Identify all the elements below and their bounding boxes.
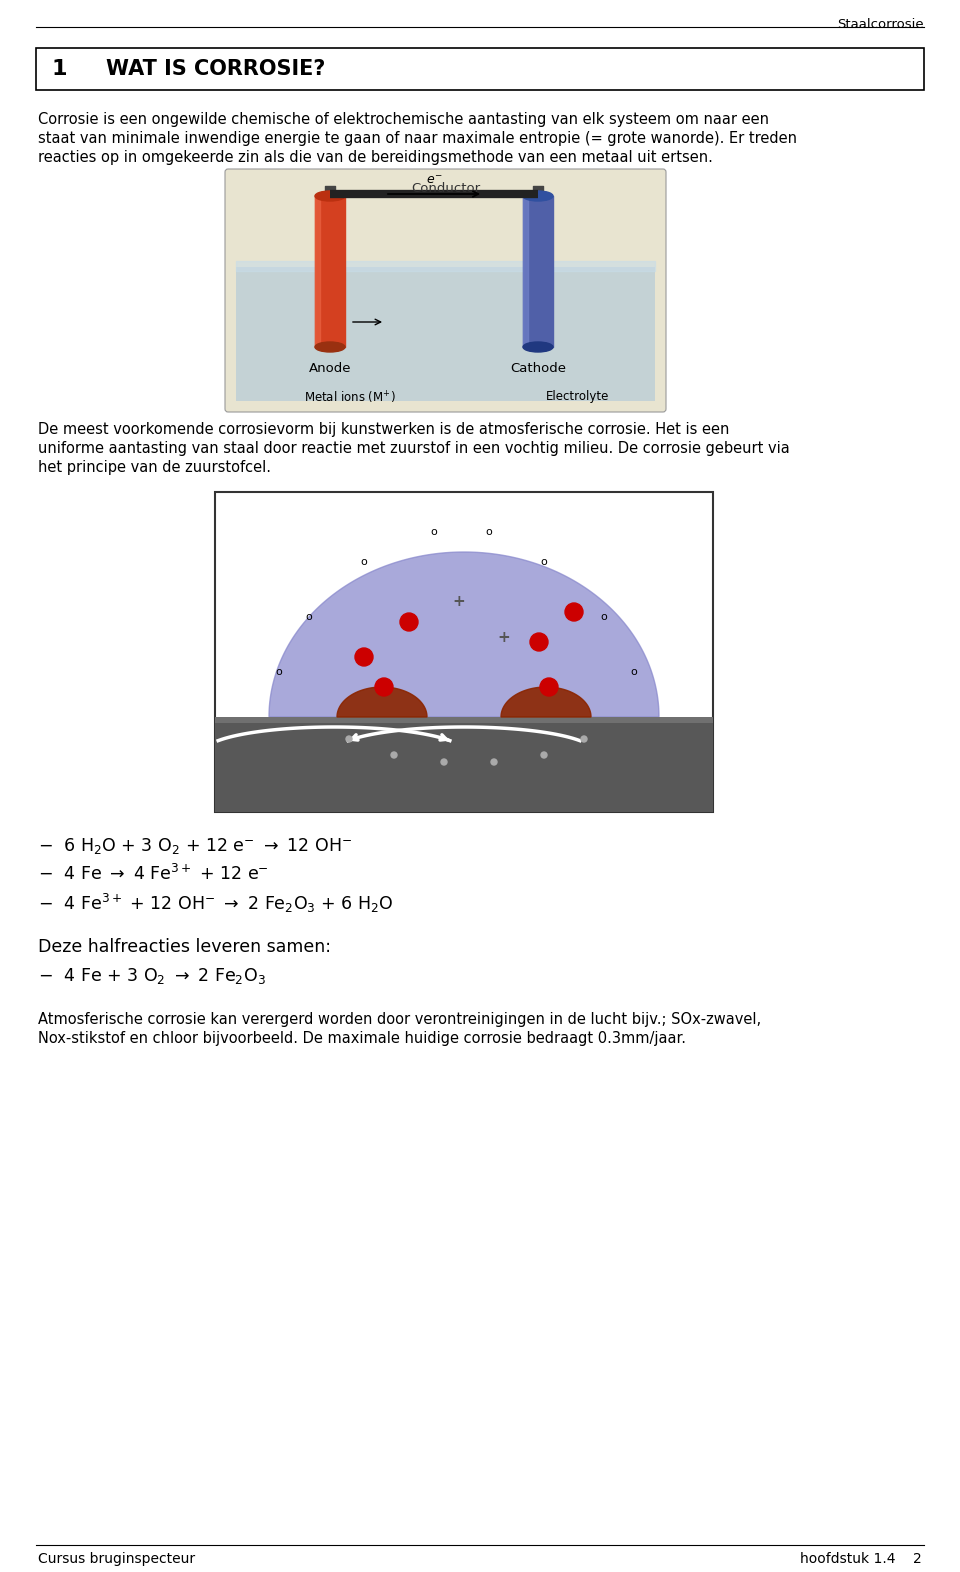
- Bar: [236, 267, 655, 401]
- Circle shape: [355, 648, 373, 667]
- Text: $-$  4 Fe + 3 O$_2$ $\rightarrow$ 2 Fe$_2$O$_3$: $-$ 4 Fe + 3 O$_2$ $\rightarrow$ 2 Fe$_2…: [38, 967, 266, 986]
- Text: +: +: [452, 594, 466, 610]
- Text: Electrolyte: Electrolyte: [546, 390, 610, 402]
- Text: o: o: [540, 556, 547, 567]
- Text: Staalcorrosie: Staalcorrosie: [837, 17, 924, 31]
- Text: Atmosferische corrosie kan verergerd worden door verontreinigingen in de lucht b: Atmosferische corrosie kan verergerd wor…: [38, 1012, 761, 1027]
- Text: Metal ions (M$^{+}$): Metal ions (M$^{+}$): [304, 390, 396, 406]
- Text: $-$  6 H$_2$O + 3 O$_2$ + 12 e$^{-}$ $\rightarrow$ 12 OH$^{-}$: $-$ 6 H$_2$O + 3 O$_2$ + 12 e$^{-}$ $\ri…: [38, 836, 352, 857]
- Circle shape: [491, 759, 497, 766]
- Ellipse shape: [315, 343, 345, 352]
- Circle shape: [540, 678, 558, 696]
- Bar: [215, 717, 713, 813]
- Text: $e^{-}$: $e^{-}$: [425, 174, 443, 187]
- Circle shape: [581, 736, 587, 742]
- Bar: [36, 49, 924, 90]
- Text: WAT IS CORROSIE?: WAT IS CORROSIE?: [106, 60, 325, 79]
- Ellipse shape: [315, 192, 345, 201]
- Text: +: +: [497, 629, 511, 645]
- Circle shape: [391, 751, 397, 758]
- Text: o: o: [631, 667, 637, 678]
- Text: $-$  4 Fe $\rightarrow$ 4 Fe$^{3+}$ + 12 e$^{-}$: $-$ 4 Fe $\rightarrow$ 4 Fe$^{3+}$ + 12 …: [38, 865, 269, 883]
- Text: 1: 1: [52, 60, 67, 79]
- Circle shape: [541, 751, 547, 758]
- Text: Anode: Anode: [309, 362, 351, 376]
- Text: o: o: [361, 556, 368, 567]
- Text: o: o: [276, 667, 282, 678]
- Circle shape: [400, 613, 418, 630]
- Text: o: o: [601, 612, 608, 623]
- Text: o: o: [431, 527, 438, 538]
- Polygon shape: [337, 687, 427, 717]
- Bar: [215, 717, 713, 723]
- Text: uniforme aantasting van staal door reactie met zuurstof in een vochtig milieu. D: uniforme aantasting van staal door react…: [38, 442, 790, 456]
- Text: De meest voorkomende corrosievorm bij kunstwerken is de atmosferische corrosie. : De meest voorkomende corrosievorm bij ku…: [38, 421, 730, 437]
- FancyBboxPatch shape: [225, 170, 666, 412]
- Text: $-$  4 Fe$^{3+}$ + 12 OH$^{-}$ $\rightarrow$ 2 Fe$_2$O$_3$ + 6 H$_2$O: $-$ 4 Fe$^{3+}$ + 12 OH$^{-}$ $\rightarr…: [38, 891, 394, 915]
- Circle shape: [530, 634, 548, 651]
- Text: Cathode: Cathode: [510, 362, 566, 376]
- Circle shape: [565, 604, 583, 621]
- Text: staat van minimale inwendige energie te gaan of naar maximale entropie (= grote : staat van minimale inwendige energie te …: [38, 130, 797, 146]
- Circle shape: [346, 736, 352, 742]
- Circle shape: [441, 759, 447, 766]
- Text: hoofdstuk 1.4    2: hoofdstuk 1.4 2: [801, 1552, 922, 1566]
- Text: reacties op in omgekeerde zin als die van de bereidingsmethode van een metaal ui: reacties op in omgekeerde zin als die va…: [38, 149, 713, 165]
- Polygon shape: [501, 687, 591, 717]
- Text: Deze halfreacties leveren samen:: Deze halfreacties leveren samen:: [38, 938, 331, 956]
- Circle shape: [375, 678, 393, 696]
- Polygon shape: [269, 552, 659, 717]
- Text: Conductor: Conductor: [411, 182, 480, 195]
- Ellipse shape: [523, 343, 553, 352]
- Text: Cursus bruginspecteur: Cursus bruginspecteur: [38, 1552, 195, 1566]
- Text: o: o: [305, 612, 312, 623]
- Text: Corrosie is een ongewilde chemische of elektrochemische aantasting van elk syste: Corrosie is een ongewilde chemische of e…: [38, 112, 769, 127]
- Bar: [215, 492, 713, 813]
- Ellipse shape: [523, 192, 553, 201]
- Text: het principe van de zuurstofcel.: het principe van de zuurstofcel.: [38, 461, 271, 475]
- Text: Nox-stikstof en chloor bijvoorbeeld. De maximale huidige corrosie bedraagt 0.3mm: Nox-stikstof en chloor bijvoorbeeld. De …: [38, 1031, 686, 1045]
- Text: o: o: [486, 527, 492, 538]
